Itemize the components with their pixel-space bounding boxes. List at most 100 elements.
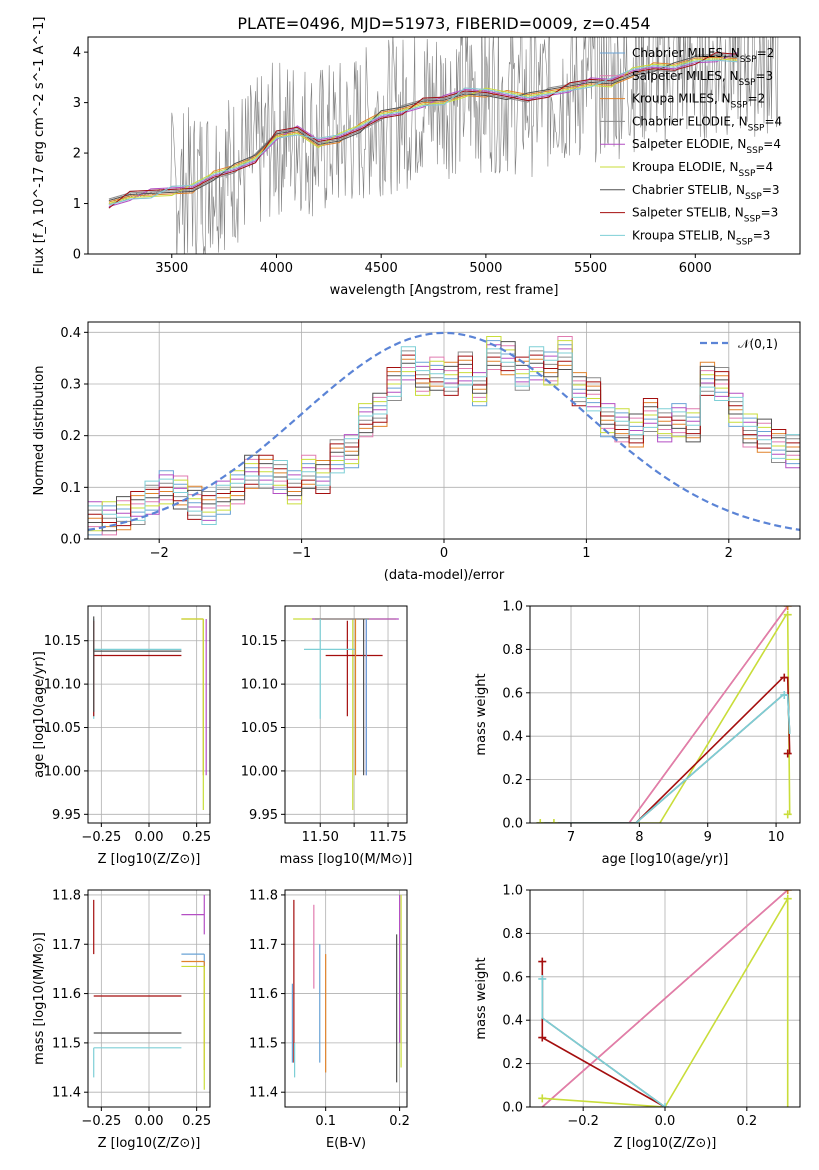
x-tick-label: 0.00 (135, 830, 164, 845)
ticks-spectrum: 3500 4000 4500 5000 5500 6000 0 1 2 3 4 (73, 46, 712, 276)
plus-marker (538, 1094, 547, 1103)
x-tick-label: 0.25 (182, 830, 211, 845)
model-line-kroupa_stelib (108, 59, 738, 206)
data-spectrum-line (108, 37, 779, 254)
y-tick-label: 0.6 (502, 970, 523, 985)
weight-line-chabrier_stelib (536, 694, 791, 823)
plus-marker (536, 819, 545, 823)
model-line-kroupa_elodie (108, 58, 738, 204)
y-tick-label: 10.15 (44, 634, 81, 649)
plot-area-age-vs-mass (285, 606, 407, 823)
y-tick-label: 0.3 (60, 378, 81, 393)
y-tick-label: 0.0 (502, 1101, 523, 1116)
x-tick-label: 0.2 (389, 1114, 410, 1129)
x-axis-label: E(B-V) (326, 1136, 366, 1151)
x-tick-label: 8 (635, 830, 643, 845)
weight-line-kroupa_miles (536, 606, 789, 823)
x-axis-label: mass [log10(M/M⊙)] (280, 852, 413, 867)
y-tick-label: 11.8 (52, 888, 81, 903)
axes-frame (529, 605, 801, 824)
plus-marker (538, 974, 547, 983)
y-axis-label: age [log10(age/yr)] (32, 651, 47, 778)
legend-entry: Salpeter STELIB, NSSP=3 (632, 206, 778, 225)
plus-marker (783, 610, 792, 619)
weight-line-kroupa_stelib (536, 694, 791, 823)
x-tick-label: 1 (582, 546, 590, 561)
x-tick-label: −1 (292, 546, 311, 561)
y-tick-label: 11.4 (52, 1086, 81, 1101)
plus-marker (783, 810, 792, 819)
y-tick-label: 10.05 (241, 721, 278, 736)
plot-area-residuals (88, 322, 800, 539)
hist-step-kroupa_miles (88, 358, 800, 531)
weight-line-kroupa_elodie (542, 895, 789, 1107)
panel-spectrum: 3500 4000 4500 5000 5500 6000 0 1 2 3 4 wavelength … (32, 17, 801, 298)
y-tick-label: 0.4 (502, 730, 523, 745)
axes-frame (87, 605, 211, 824)
y-tick-label: 0.2 (502, 773, 523, 788)
y-tick-label: 0.8 (502, 643, 523, 658)
y-tick-label: 11.7 (249, 938, 278, 953)
x-axis-label: (data-model)/error (384, 568, 505, 583)
figure-title: PLATE=0496, MJD=51973, FIBERID=0009, z=0… (237, 14, 650, 33)
plus-marker (538, 1033, 547, 1042)
x-tick-label: 7 (567, 830, 575, 845)
x-tick-label: 4000 (260, 261, 293, 276)
y-tick-label: 4 (73, 46, 81, 61)
x-tick-label: −2 (150, 546, 169, 561)
hist-step-chabrier_miles (88, 340, 800, 536)
x-tick-label: 5500 (574, 261, 607, 276)
y-axis-label: mass [log10(M/M⊙)] (32, 932, 47, 1065)
x-axis-label: Z [log10(Z/Z⊙)] (98, 1136, 201, 1151)
legend-entry: Salpeter ELODIE, NSSP=4 (632, 137, 781, 156)
x-tick-label: 6000 (679, 261, 712, 276)
x-tick-label: 11.50 (302, 830, 339, 845)
plus-marker (549, 819, 558, 823)
legend-entry: Kroupa MILES, NSSP=2 (632, 92, 765, 111)
y-tick-label: 10.10 (44, 678, 81, 693)
weight-line-kroupa_elodie (536, 613, 791, 823)
plot-area-mass-vs-EBV (285, 890, 407, 1107)
y-tick-label: 11.6 (249, 987, 278, 1002)
x-tick-label: 2 (725, 546, 733, 561)
weight-line-salpeter_stelib (541, 961, 666, 1107)
y-tick-label: 0 (73, 248, 81, 263)
y-tick-label: 11.7 (52, 938, 81, 953)
legend-entry: Kroupa ELODIE, NSSP=4 (632, 160, 773, 179)
y-tick-label: 0.6 (502, 686, 523, 701)
y-tick-label: 0.2 (60, 429, 81, 444)
x-tick-label: 0.1 (315, 1114, 336, 1129)
y-axis-label: Flux [f_λ 10^-17 erg cm^-2 s^-1 A^-1] (32, 17, 47, 275)
y-tick-label: 11.5 (249, 1036, 278, 1051)
weight-line-salpeter_miles (536, 606, 789, 823)
y-tick-label: 10.15 (241, 634, 278, 649)
weight-line-kroupa_stelib (541, 979, 666, 1107)
plus-marker (661, 1103, 669, 1107)
y-tick-label: 3 (73, 96, 81, 111)
y-tick-label: 10.10 (241, 678, 278, 693)
x-tick-label: −0.25 (81, 830, 121, 845)
ticks-residuals: −2 −1 0 1 2 0.0 0.1 0.2 0.3 0.4 (60, 326, 733, 561)
y-tick-label: 11.4 (249, 1086, 278, 1101)
panel-age-vs-mass: 11.50 11.75 9.95 10.00 10.05 10.10 10.15 mass [… (241, 605, 413, 867)
y-tick-label: 0.8 (502, 927, 523, 942)
y-tick-label: 9.95 (249, 808, 278, 823)
plus-marker (783, 890, 792, 894)
model-line-salpeter_elodie (108, 52, 738, 208)
y-tick-label: 10.00 (241, 764, 278, 779)
x-tick-label: 3500 (155, 261, 188, 276)
legend-entry: Kroupa STELIB, NSSP=3 (632, 228, 770, 247)
y-tick-label: 9.95 (52, 808, 81, 823)
axes-frame (87, 321, 801, 540)
plot-area-mass-weight-vs-Z (530, 890, 800, 1107)
legend-spectrum: Chabrier MILES, NSSP=2 Salpeter MILES, NS… (600, 46, 782, 247)
plot-area-mass-weight-vs-age (530, 606, 800, 823)
x-tick-label: 9 (704, 830, 712, 845)
ticks-mass-vs-Z: −0.25 0.00 0.25 11.4 11.5 11.6 11.7 11.8 (52, 888, 211, 1129)
model-line-kroupa_miles (108, 56, 738, 203)
plus-marker (780, 673, 789, 682)
y-tick-label: 1.0 (502, 600, 523, 615)
hist-step-kroupa_stelib (88, 346, 800, 525)
x-tick-label: 0.25 (182, 1114, 211, 1129)
